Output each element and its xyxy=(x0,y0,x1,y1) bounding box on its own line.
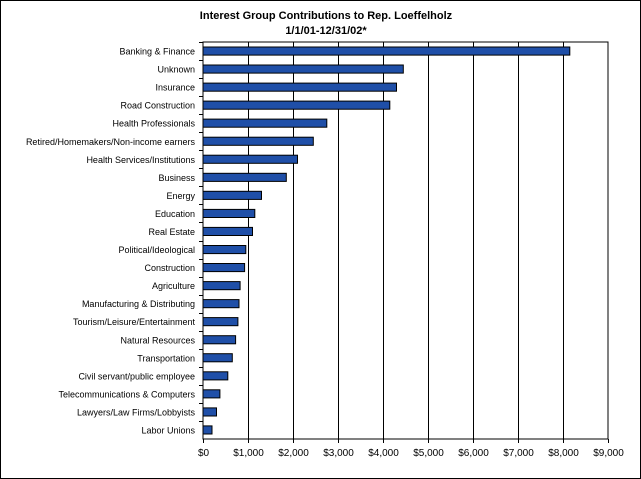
category-label: Manufacturing & Distributing xyxy=(82,299,195,309)
chart-subtitle: 1/1/01-12/31/02* xyxy=(285,25,367,37)
category-label: Natural Resources xyxy=(120,335,195,345)
category-label: Telecommunications & Computers xyxy=(58,389,195,399)
bar xyxy=(202,335,237,345)
category-label: Lawyers/Law Firms/Lobbyists xyxy=(77,407,196,417)
category-label: Education xyxy=(155,209,195,219)
category-label: Construction xyxy=(144,263,195,273)
category-label: Agriculture xyxy=(152,281,195,291)
category-label: Retired/Homemakers/Non-income earners xyxy=(26,137,196,147)
x-tick-label: $8,000 xyxy=(548,448,579,459)
x-tick-label: $1,000 xyxy=(233,448,264,459)
plot-area xyxy=(202,41,609,440)
category-label: Business xyxy=(158,173,195,183)
x-tick-label: $3,000 xyxy=(323,448,354,459)
category-label: Transportation xyxy=(137,353,195,363)
category-label: Real Estate xyxy=(148,227,195,237)
bar xyxy=(202,317,239,327)
bar xyxy=(202,100,391,110)
x-tick-labels: $0 $1,000 $2,000 $3,000 $4,000 $5,000 $6,000 $7… xyxy=(198,448,624,459)
bar xyxy=(202,64,404,74)
category-label: Health Services/Institutions xyxy=(86,155,195,165)
bar xyxy=(202,353,233,363)
bar xyxy=(202,136,314,146)
x-tick-label: $5,000 xyxy=(413,448,444,459)
bar xyxy=(202,389,221,399)
category-label: Energy xyxy=(166,191,195,201)
category-label: Labor Unions xyxy=(141,426,195,436)
bar xyxy=(202,281,241,291)
x-tick-label: $6,000 xyxy=(458,448,489,459)
bar xyxy=(202,425,213,435)
category-label: Civil servant/public employee xyxy=(78,371,195,381)
x-tick-label: $4,000 xyxy=(368,448,399,459)
bars xyxy=(202,46,571,435)
bar xyxy=(202,263,246,273)
category-labels: Banking & Finance Unknown Insurance Road Co… xyxy=(26,47,196,436)
bar xyxy=(202,172,287,182)
category-label: Insurance xyxy=(155,83,195,93)
x-tick-label: $9,000 xyxy=(593,448,624,459)
bar xyxy=(202,245,247,255)
bar xyxy=(202,299,240,309)
bar xyxy=(202,82,397,92)
category-label: Banking & Finance xyxy=(119,47,195,57)
category-label: Health Professionals xyxy=(112,119,195,129)
chart-title: Interest Group Contributions to Rep. Loe… xyxy=(200,10,453,22)
bar xyxy=(202,154,298,164)
bar xyxy=(202,190,262,200)
bar xyxy=(202,118,328,128)
bar xyxy=(202,46,571,56)
bar xyxy=(202,226,253,236)
x-tick-label: $2,000 xyxy=(278,448,309,459)
bar xyxy=(202,208,256,218)
category-label: Political/Ideological xyxy=(118,245,195,255)
category-label: Tourism/Leisure/Entertainment xyxy=(73,317,196,327)
category-label: Unknown xyxy=(157,65,195,75)
x-tick-label: $0 xyxy=(198,448,210,459)
x-tick-label: $7,000 xyxy=(503,448,534,459)
bar xyxy=(202,407,217,417)
bar xyxy=(202,371,229,381)
category-label: Road Construction xyxy=(120,101,195,111)
